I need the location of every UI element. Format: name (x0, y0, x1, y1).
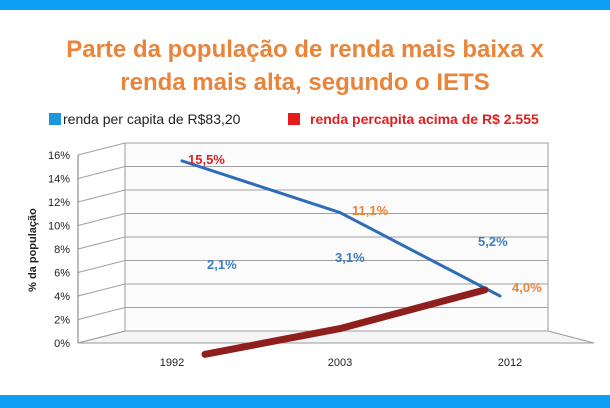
x-tick-label: 2012 (498, 357, 522, 369)
x-tick-label: 1992 (160, 357, 184, 369)
top-accent-bar (0, 0, 610, 10)
data-label-high-2012: 5,2% (478, 234, 508, 249)
data-label-low-1992: 15,5% (188, 152, 225, 167)
y-axis-title: % da população (27, 208, 39, 292)
data-label-high-1992: 2,1% (207, 257, 237, 272)
y-tick-label: 16% (48, 150, 70, 162)
legend-label-low-income: renda per capita de R$83,20 (63, 111, 241, 127)
gridline (77, 189, 548, 203)
data-label-low-2003: 11,1% (352, 203, 389, 218)
y-tick-label: 6% (54, 268, 70, 280)
legend-label-high-income: renda percapita acima de R$ 2.555 (310, 111, 539, 127)
series-low-income-point (498, 294, 502, 298)
y-tick-label: 2% (54, 315, 70, 327)
series-high-income-point (203, 352, 207, 357)
chart-title-line-1: Parte da população de renda mais baixa x (66, 36, 544, 63)
x-tick-label: 2003 (328, 357, 352, 369)
gridline (77, 283, 548, 297)
series-high-income-point (483, 287, 487, 292)
y-tick-label: 8% (54, 244, 70, 256)
chart-title-line-2: renda mais alta, segundo o IETS (120, 69, 490, 96)
gridline (77, 142, 548, 156)
gridline (77, 166, 548, 179)
y-tick-label: 10% (48, 221, 70, 233)
series-low-income-point (338, 211, 342, 215)
bottom-accent-bar (0, 395, 610, 408)
gridline (77, 260, 548, 273)
data-label-low-2012: 4,0% (512, 280, 542, 295)
series-low-income-point (180, 159, 184, 163)
gridline (77, 213, 548, 226)
y-tick-label: 14% (48, 174, 70, 186)
legend-swatch-low-income (49, 113, 61, 125)
series-high-income-point (338, 326, 342, 331)
data-label-high-2003: 3,1% (335, 250, 365, 265)
y-tick-label: 4% (54, 291, 70, 303)
y-tick-label: 0% (54, 338, 70, 350)
y-tick-label: 12% (48, 197, 70, 209)
gridline (77, 236, 548, 250)
legend-swatch-high-income (288, 113, 300, 125)
gridline (77, 330, 548, 344)
